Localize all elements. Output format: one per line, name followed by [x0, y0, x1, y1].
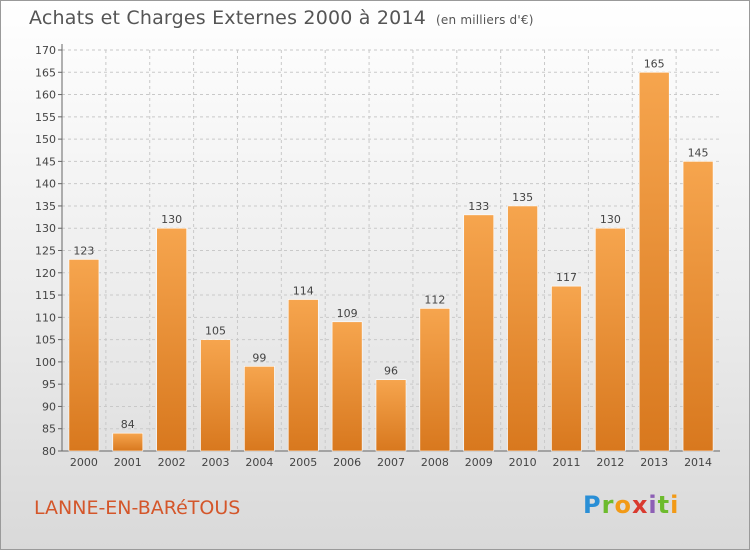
y-tick-label: 110 [35, 311, 56, 324]
bar [595, 227, 626, 452]
x-tick-label: 2009 [465, 456, 493, 469]
x-tick-label: 2011 [552, 456, 580, 469]
chart-title: Achats et Charges Externes 2000 à 2014 (e… [29, 7, 534, 29]
y-tick-label: 145 [35, 155, 56, 168]
x-tick-label: 2006 [333, 456, 361, 469]
bar-value-label: 133 [468, 200, 489, 213]
y-tick-label: 165 [35, 66, 56, 79]
x-tick-label: 2005 [289, 456, 317, 469]
x-tick-label: 2012 [596, 456, 624, 469]
labels: 80 85 90 95 100 105 110 115 120 125 130 135 140 145 15… [35, 44, 712, 469]
bar-value-label: 130 [600, 213, 621, 226]
proxiti-logo: Proxiti [583, 491, 680, 519]
bar-value-label: 123 [73, 244, 94, 257]
bar-value-label: 96 [384, 365, 398, 378]
chart-title-text: Achats et Charges Externes 2000 à 2014 [29, 7, 427, 29]
y-tick-label: 130 [35, 222, 56, 235]
bar [375, 379, 407, 452]
bars [68, 71, 714, 452]
bar-value-label: 84 [121, 418, 135, 431]
y-tick-label: 115 [35, 289, 56, 302]
bar-value-label: 145 [688, 146, 709, 159]
y-tick-label: 105 [35, 334, 56, 347]
bar-value-label: 165 [644, 57, 665, 70]
y-tick-label: 170 [35, 44, 56, 57]
bar-value-label: 117 [556, 271, 577, 284]
x-tick-label: 2003 [202, 456, 230, 469]
bar [244, 366, 275, 452]
bar [331, 321, 363, 452]
bar [463, 214, 495, 452]
x-tick-label: 2007 [377, 456, 405, 469]
bar-value-label: 109 [337, 307, 358, 320]
y-tick-label: 160 [35, 89, 56, 102]
bar [156, 227, 187, 452]
y-tick-label: 100 [35, 356, 56, 369]
chart-unit: (en milliers d'€) [436, 13, 534, 27]
location-label: LANNE-EN-BARéTOUS [34, 497, 241, 519]
x-tick-label: 2010 [509, 456, 537, 469]
x-tick-label: 2013 [640, 456, 668, 469]
y-tick-label: 125 [35, 245, 56, 258]
bar [419, 308, 451, 452]
bar-value-label: 130 [161, 213, 182, 226]
y-tick-label: 135 [35, 200, 56, 213]
y-tick-label: 120 [35, 267, 56, 280]
x-tick-label: 2000 [70, 456, 98, 469]
x-tick-label: 2001 [114, 456, 142, 469]
y-tick-label: 150 [35, 133, 56, 146]
x-tick-label: 2002 [158, 456, 186, 469]
y-tick-label: 80 [42, 445, 56, 458]
y-tick-label: 90 [42, 400, 56, 413]
bar-value-label: 112 [424, 293, 445, 306]
bar [112, 432, 144, 452]
x-tick-label: 2014 [684, 456, 712, 469]
bar [68, 259, 100, 452]
bar [287, 299, 319, 452]
y-tick-label: 85 [42, 423, 56, 436]
bar [507, 205, 538, 452]
bar [200, 339, 231, 452]
bar-value-label: 114 [293, 285, 314, 298]
y-tick-label: 95 [42, 378, 56, 391]
bar-value-label: 99 [252, 351, 266, 364]
bar [682, 161, 714, 452]
y-tick-label: 155 [35, 111, 56, 124]
y-tick-label: 140 [35, 178, 56, 191]
bar-value-label: 105 [205, 325, 226, 338]
bar [638, 71, 670, 452]
x-tick-label: 2008 [421, 456, 449, 469]
bar [551, 285, 582, 452]
x-tick-label: 2004 [245, 456, 273, 469]
bar-value-label: 135 [512, 191, 533, 204]
